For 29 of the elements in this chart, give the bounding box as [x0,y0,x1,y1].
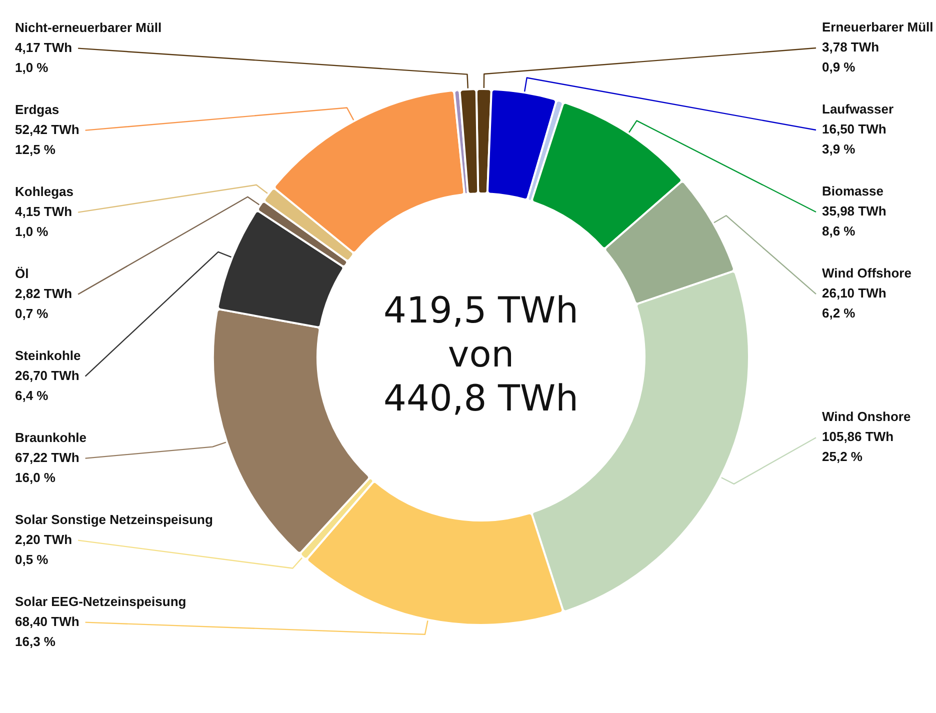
text: 419,5 TWh [384,290,578,332]
data-label: 26,70 TWh 6,4 % [15,368,80,403]
slice-label: Erdgas [15,102,60,117]
slice-label: Solar EEG-Netzeinspeisung [15,594,186,609]
slice-label: Steinkohle [15,348,81,363]
slice-label: Öl [15,266,29,281]
data-label: 16,50 TWh 3,9 % [822,122,886,157]
slice-label: Laufwasser [822,102,894,117]
data-label: 2,82 TWh 0,7 % [15,286,72,321]
data-label: 26,10 TWh 6,2 % [822,286,886,321]
data-label: 35,98 TWh 8,6 % [822,204,886,239]
data-label: 4,15 TWh 1,0 % [15,204,72,239]
slice-label: Erneuerbarer Müll [822,20,934,35]
data-label: 68,40 TWh 16,3 % [15,614,80,649]
data-label: 2,20 TWh 0,5 % [15,532,72,567]
text: 440,8 TWh [384,378,578,420]
slice-label: Wind Onshore [822,409,911,424]
slice-label: Solar Sonstige Netzeinspeisung [15,512,213,527]
data-label: 52,42 TWh 12,5 % [15,122,80,157]
data-label: 4,17 TWh 1,0 % [15,40,72,75]
data-label: 105,86 TWh 25,2 % [822,429,894,464]
slice-label: Braunkohle [15,430,87,445]
text: von [448,334,514,376]
slice-label: Biomasse [822,184,884,199]
slice-label: Nicht-erneuerbarer Müll [15,20,162,35]
data-label: 67,22 TWh 16,0 % [15,450,80,485]
slice-label: Kohlegas [15,184,74,199]
data-label: 3,78 TWh 0,9 % [822,40,880,75]
slice-label: Wind Offshore [822,266,912,281]
